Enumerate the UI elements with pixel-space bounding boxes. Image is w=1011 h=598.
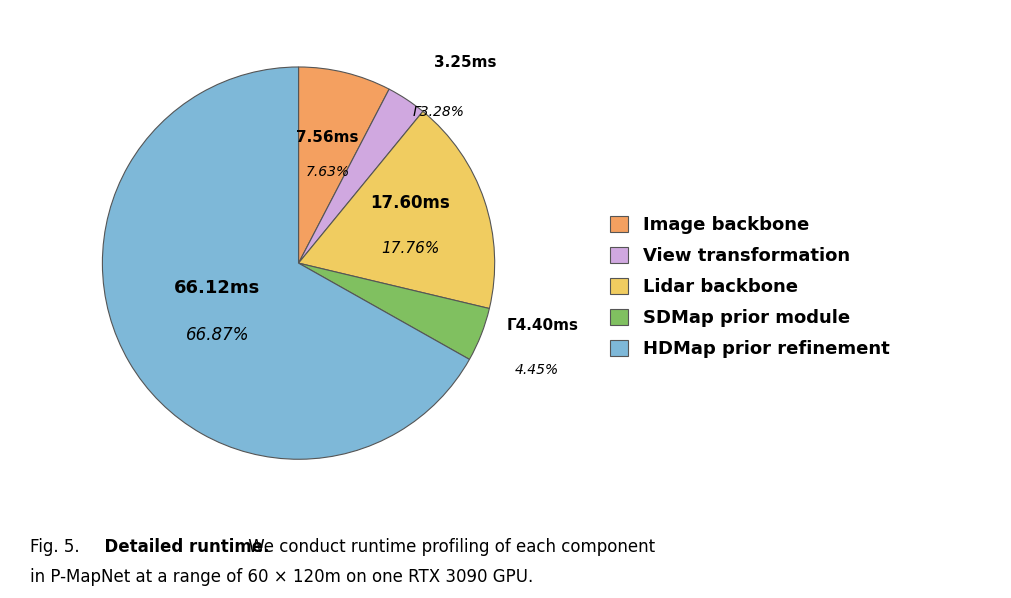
Text: 17.76%: 17.76% (380, 241, 439, 256)
Wedge shape (298, 89, 423, 263)
Wedge shape (298, 263, 489, 359)
Text: Detailed runtime.: Detailed runtime. (93, 538, 269, 556)
Text: 7.63%: 7.63% (305, 164, 349, 179)
Text: 66.12ms: 66.12ms (174, 279, 260, 297)
Wedge shape (298, 111, 494, 309)
Wedge shape (102, 67, 469, 459)
Text: in P-MapNet at a range of 60 × 120m on one RTX 3090 GPU.: in P-MapNet at a range of 60 × 120m on o… (30, 568, 533, 586)
Legend: Image backbone, View transformation, Lidar backbone, SDMap prior module, HDMap p: Image backbone, View transformation, Lid… (601, 207, 898, 367)
Text: 17.60ms: 17.60ms (370, 194, 450, 212)
Wedge shape (298, 67, 389, 263)
Text: Fig. 5.: Fig. 5. (30, 538, 80, 556)
Text: 66.87%: 66.87% (185, 327, 249, 344)
Text: 7.56ms: 7.56ms (296, 130, 358, 145)
Text: 4.45%: 4.45% (515, 363, 558, 377)
Text: Γ3.28%: Γ3.28% (412, 105, 464, 119)
Text: We conduct runtime profiling of each component: We conduct runtime profiling of each com… (243, 538, 654, 556)
Text: Γ4.40ms: Γ4.40ms (507, 318, 578, 334)
Text: 3.25ms: 3.25ms (434, 55, 495, 70)
